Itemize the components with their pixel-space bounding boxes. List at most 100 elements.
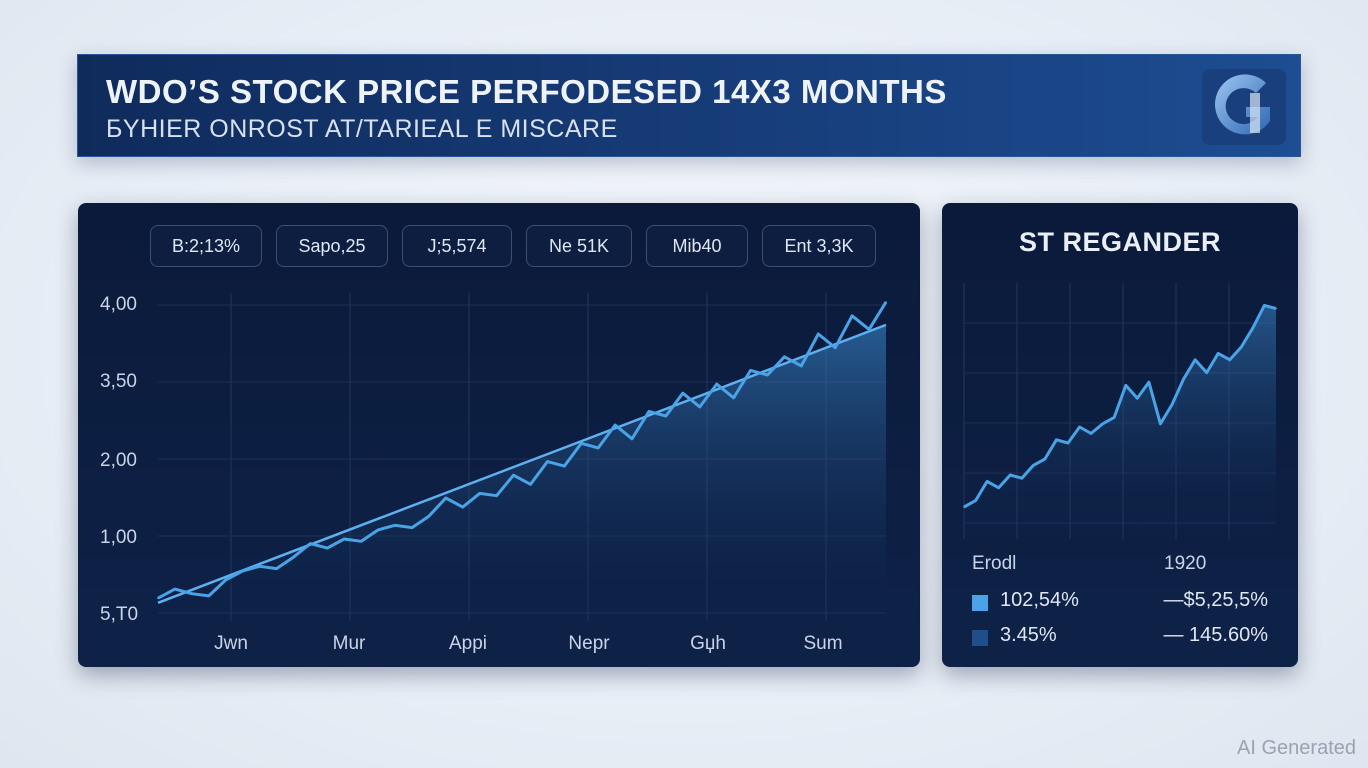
stat-pill-1: B:2;13% xyxy=(150,225,262,267)
legend-row: 3.45% — 145.60% xyxy=(972,624,1272,652)
page-subtitle: БYHIER ONROST AT/TARIEAL E MISCARE xyxy=(106,115,618,143)
data-point xyxy=(997,487,1000,489)
data-point xyxy=(377,529,379,531)
data-point xyxy=(309,542,312,545)
data-point xyxy=(1240,346,1243,348)
x-tick-label: Appi xyxy=(448,633,488,654)
main-chart-panel: B:2;13% Sapo,25 J;5,574 Ne 51K Mib40 Ent… xyxy=(78,203,920,667)
data-point xyxy=(1009,474,1012,476)
data-point xyxy=(563,465,566,467)
data-point xyxy=(174,588,176,590)
area-fill xyxy=(158,324,886,621)
y-tick-label: 1,00 xyxy=(100,527,137,548)
data-point xyxy=(1263,304,1266,307)
data-point xyxy=(766,374,769,376)
data-point xyxy=(817,333,820,335)
stat-pill-5: Mib40 xyxy=(646,225,748,267)
data-point xyxy=(292,556,295,559)
legend-header-2: 1920 xyxy=(1164,553,1207,574)
data-point xyxy=(963,506,965,508)
data-point xyxy=(665,415,667,417)
data-point xyxy=(648,410,650,413)
data-point xyxy=(851,314,853,317)
data-point xyxy=(1148,381,1150,383)
data-point xyxy=(529,483,532,486)
data-point xyxy=(1113,416,1116,419)
data-point xyxy=(1078,426,1081,428)
data-point xyxy=(1101,423,1104,425)
series-line xyxy=(963,303,1277,509)
data-point xyxy=(631,437,633,440)
data-point xyxy=(868,328,870,331)
data-point xyxy=(326,547,329,549)
side-chart-title: ST REGANDER xyxy=(1018,227,1221,257)
data-point xyxy=(1182,378,1185,380)
data-point xyxy=(258,565,261,568)
data-point xyxy=(478,492,481,495)
data-point xyxy=(715,383,718,385)
page-title: WDO’S STOCK PRICE PERFODESED 14X3 MONTHS xyxy=(106,73,947,110)
data-point xyxy=(1194,359,1196,361)
x-tick-label: Sum xyxy=(803,633,843,654)
legend-header-1: Erodl xyxy=(972,553,1017,574)
data-point xyxy=(749,369,752,372)
y-tick-label: 5,Т0 xyxy=(100,604,139,625)
watermark: AI Generated xyxy=(1237,737,1356,759)
side-area-chart xyxy=(963,283,1277,539)
data-point xyxy=(1032,464,1035,467)
data-point xyxy=(682,392,684,395)
data-point xyxy=(732,396,735,399)
data-point xyxy=(1252,327,1254,329)
data-point xyxy=(461,506,464,508)
data-point xyxy=(885,301,887,303)
data-point xyxy=(1228,359,1231,361)
stat-pill-6: Ent 3,3K xyxy=(762,225,876,267)
data-point xyxy=(546,460,549,463)
data-point xyxy=(224,579,227,581)
data-point xyxy=(1205,371,1208,374)
data-point xyxy=(445,497,447,499)
data-point xyxy=(1124,384,1127,387)
data-point xyxy=(360,540,362,543)
data-point xyxy=(800,365,803,367)
data-point xyxy=(1090,432,1092,435)
data-point xyxy=(1171,403,1173,406)
x-tick-label: Jwn xyxy=(214,633,248,654)
data-point xyxy=(411,526,413,529)
data-point xyxy=(1136,397,1139,399)
main-line-chart xyxy=(157,293,888,621)
trend-line xyxy=(157,323,887,604)
data-point xyxy=(241,570,244,572)
legend-value: — 145.60% xyxy=(1163,624,1268,646)
data-point xyxy=(1044,458,1046,460)
data-point xyxy=(974,499,977,502)
legend-label: 102,54% xyxy=(1000,589,1079,611)
data-point xyxy=(394,524,396,527)
stat-pill-3: J;5,574 xyxy=(402,225,512,267)
data-point xyxy=(698,406,701,408)
legend-swatch-icon xyxy=(972,595,988,611)
data-point xyxy=(986,480,988,483)
data-point xyxy=(783,355,786,358)
data-point xyxy=(1055,439,1058,441)
brand-logo-icon xyxy=(1202,69,1286,145)
x-tick-label: Nepr xyxy=(568,633,610,654)
legend-swatch-icon xyxy=(972,630,988,646)
data-point xyxy=(207,595,210,597)
price-line xyxy=(157,301,888,600)
y-tick-label: 4,00 xyxy=(100,294,137,315)
legend-value: —$5,25,5% xyxy=(1163,589,1268,611)
data-point xyxy=(1159,423,1162,425)
data-point xyxy=(157,597,159,600)
data-point xyxy=(1020,477,1023,480)
data-point xyxy=(495,494,498,497)
data-point xyxy=(580,442,583,445)
legend-row: 102,54% —$5,25,5% xyxy=(972,589,1272,617)
data-point xyxy=(428,515,430,518)
side-chart-panel: ST REGANDER Erodl 1920 102,54% —$5,25,5%… xyxy=(942,203,1298,667)
y-tick-label: 3,50 xyxy=(100,371,137,392)
data-point xyxy=(275,567,278,570)
header-banner: WDO’S STOCK PRICE PERFODESED 14X3 MONTHS… xyxy=(77,54,1301,157)
data-point xyxy=(597,447,599,449)
data-point xyxy=(834,346,837,349)
